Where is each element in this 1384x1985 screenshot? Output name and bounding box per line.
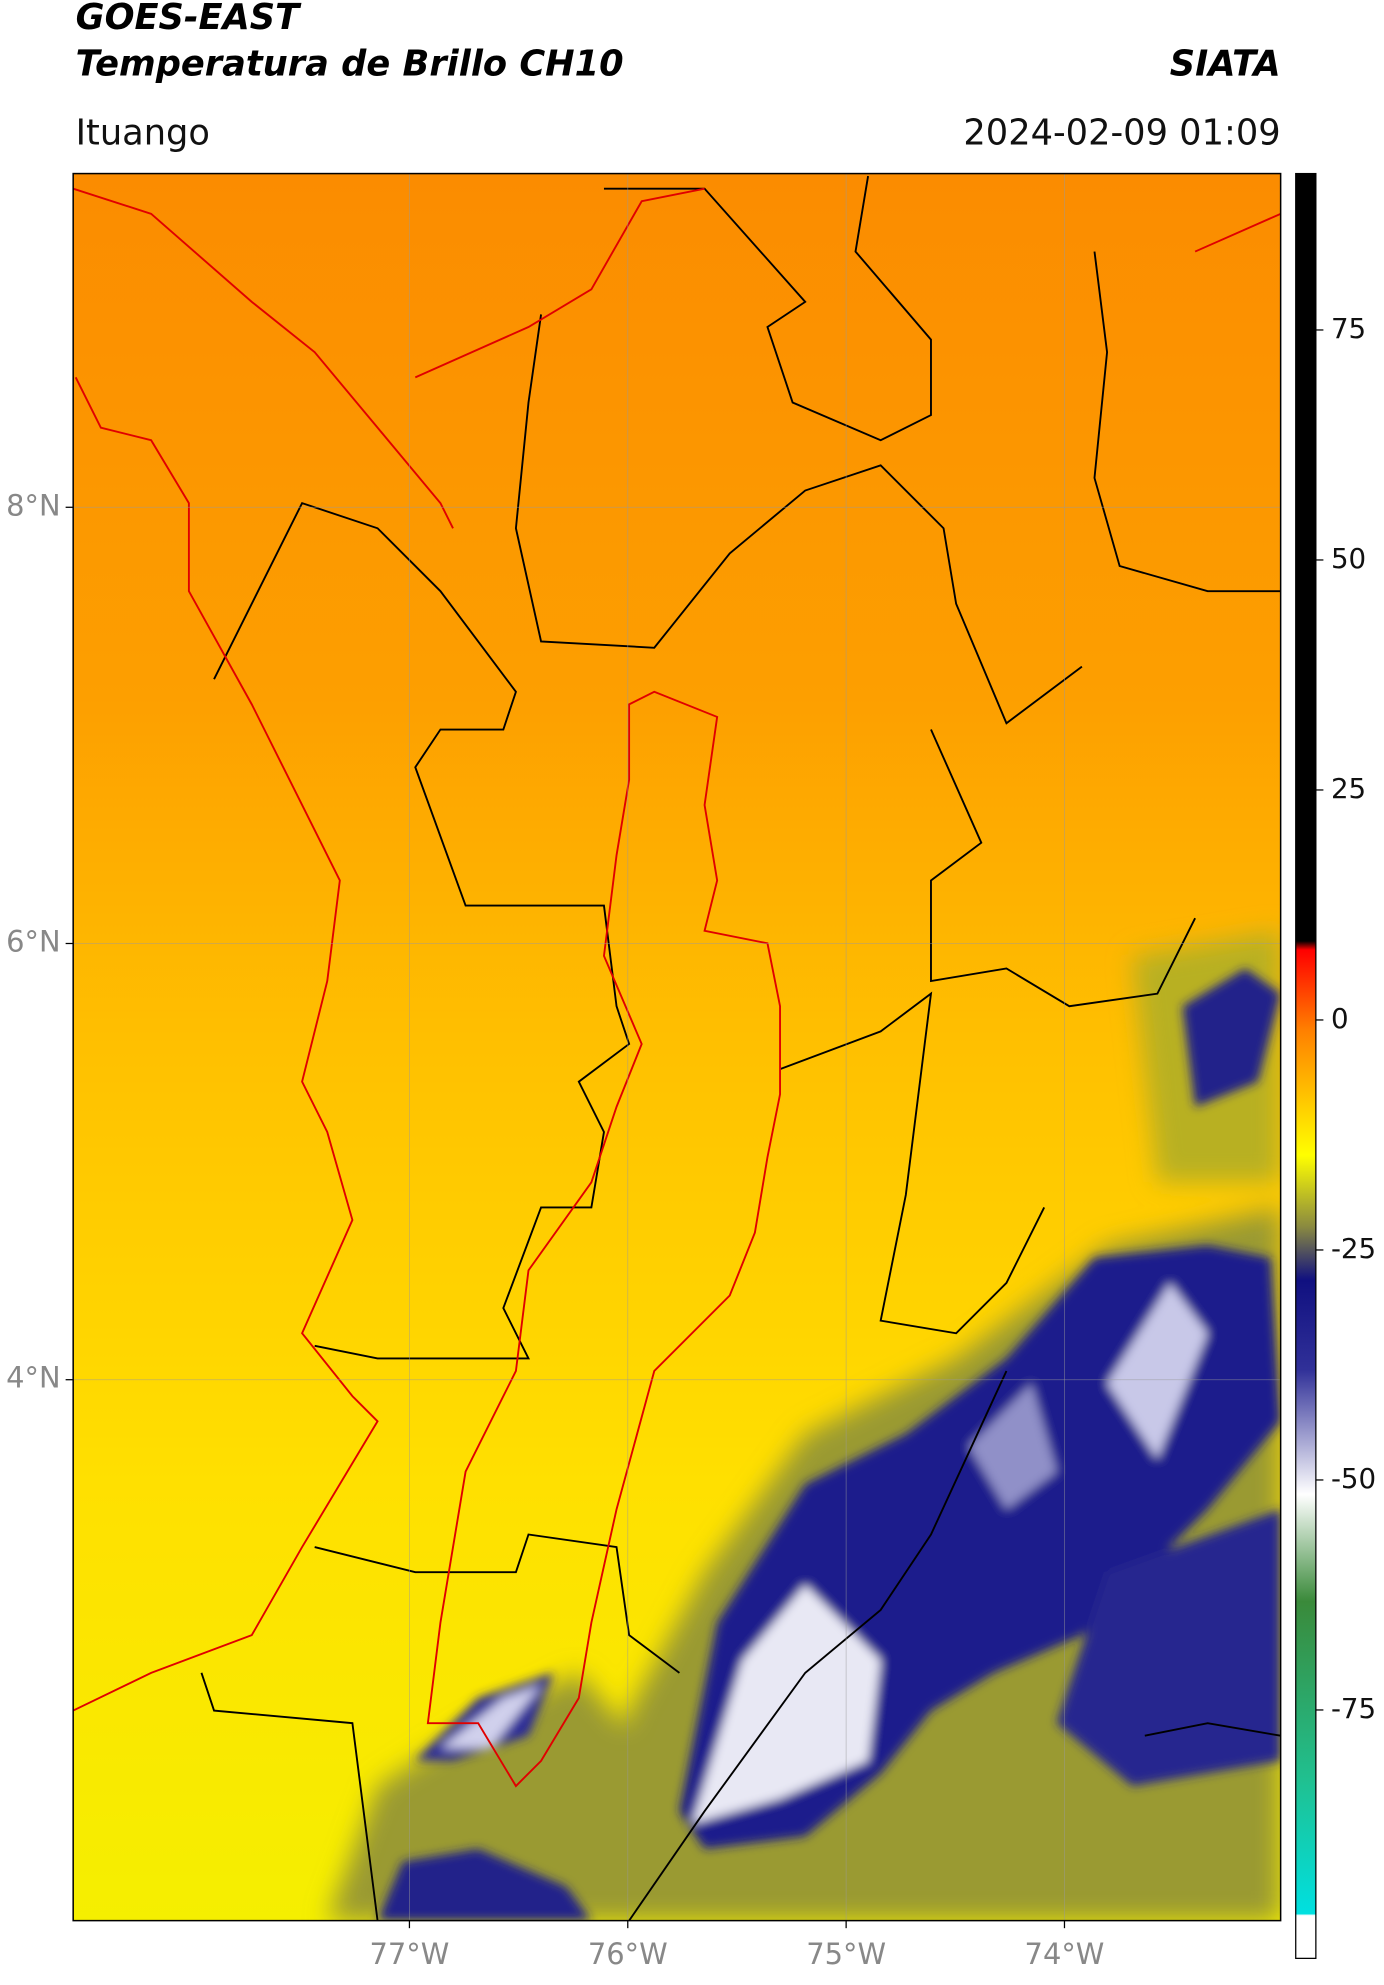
colorbar-label: -50 bbox=[1331, 1462, 1376, 1495]
source: SIATA bbox=[1170, 43, 1281, 84]
x-tick-label: 74°W bbox=[1025, 1937, 1105, 1971]
title: GOES-EAST bbox=[76, 0, 302, 38]
colorbar-label: 0 bbox=[1331, 1002, 1349, 1035]
x-tick-label: 75°W bbox=[806, 1937, 886, 1971]
y-tick-label: 6°N bbox=[6, 924, 60, 958]
y-tick-label: 4°N bbox=[6, 1361, 60, 1395]
map-frame bbox=[72, 172, 1282, 1922]
datetime: 2024-02-09 01:09 bbox=[963, 113, 1280, 154]
colorbar-label: -25 bbox=[1331, 1232, 1376, 1265]
colorbar bbox=[1295, 172, 1317, 1959]
colorbar-label: 25 bbox=[1331, 772, 1366, 805]
x-tick-label: 76°W bbox=[588, 1937, 668, 1971]
colorbar-label: 75 bbox=[1331, 312, 1366, 345]
subtitle: Temperatura de Brillo CH10 bbox=[76, 43, 624, 84]
map-image bbox=[73, 173, 1281, 1921]
location: Ituango bbox=[76, 113, 210, 154]
x-tick-label: 77°W bbox=[370, 1937, 450, 1971]
colorbar-label: -75 bbox=[1331, 1692, 1376, 1725]
colorbar-label: 50 bbox=[1331, 542, 1366, 575]
y-tick-label: 8°N bbox=[6, 488, 60, 522]
